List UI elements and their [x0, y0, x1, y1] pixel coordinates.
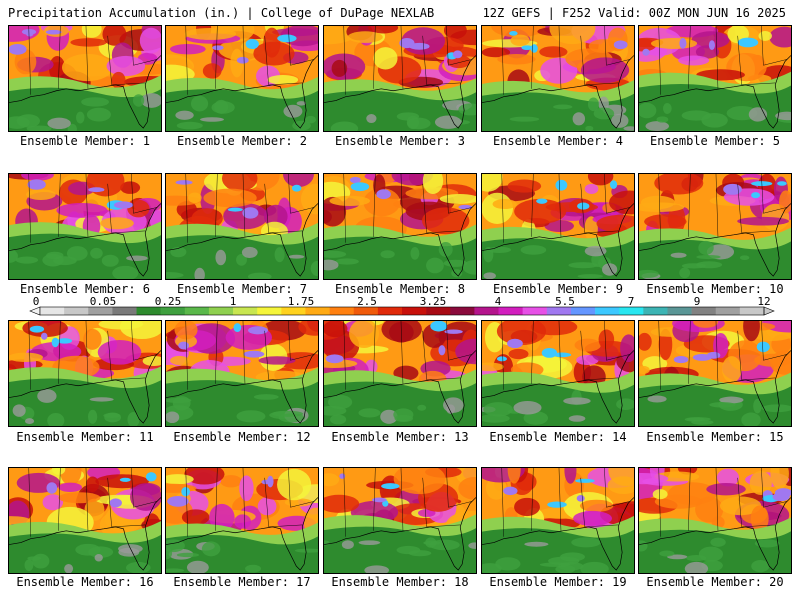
member-map-1 — [8, 25, 162, 132]
colorbar-swatch — [739, 307, 765, 315]
colorbar-min-arrow — [29, 306, 41, 316]
member-label-2: Ensemble Member: 2 — [176, 134, 308, 148]
member-map-2 — [165, 25, 319, 132]
colorbar-swatch — [40, 307, 65, 315]
colorbar-tick-label: 9 — [694, 296, 701, 308]
member-label-19: Ensemble Member: 19 — [489, 575, 627, 589]
colorbar-swatch — [136, 307, 161, 315]
colorbar-tick-label: 0.25 — [155, 296, 182, 308]
colorbar-swatch — [522, 307, 548, 315]
colorbar-tick-label: 2.5 — [357, 296, 377, 308]
member-map-18 — [323, 467, 477, 574]
colorbar-swatch — [691, 307, 717, 315]
member-label-13: Ensemble Member: 13 — [331, 430, 469, 444]
member-label-15: Ensemble Member: 15 — [646, 430, 784, 444]
member-label-14: Ensemble Member: 14 — [489, 430, 627, 444]
colorbar-tick-label: 12 — [757, 296, 770, 308]
colorbar-tick-label: 7 — [628, 296, 635, 308]
colorbar-swatch — [184, 307, 210, 315]
colorbar-swatch — [426, 307, 451, 315]
colorbar-tick-label: 4 — [495, 296, 502, 308]
colorbar-swatch — [643, 307, 668, 315]
member-label-5: Ensemble Member: 5 — [649, 134, 781, 148]
colorbar-swatch — [667, 307, 692, 315]
member-map-12 — [165, 320, 319, 427]
colorbar-swatch — [257, 307, 282, 315]
member-map-20 — [638, 467, 792, 574]
member-map-5 — [638, 25, 792, 132]
member-label-16: Ensemble Member: 16 — [16, 575, 154, 589]
member-label-18: Ensemble Member: 18 — [331, 575, 469, 589]
colorbar-swatch — [305, 307, 330, 315]
member-label-11: Ensemble Member: 11 — [16, 430, 154, 444]
colorbar-max-arrow — [763, 306, 775, 316]
colorbar-swatch — [474, 307, 499, 315]
member-label-9: Ensemble Member: 9 — [492, 282, 624, 296]
member-map-14 — [481, 320, 635, 427]
member-map-4 — [481, 25, 635, 132]
member-map-9 — [481, 173, 635, 280]
colorbar-swatch — [402, 307, 427, 315]
member-map-17 — [165, 467, 319, 574]
colorbar-swatch — [377, 307, 403, 315]
member-label-17: Ensemble Member: 17 — [173, 575, 311, 589]
colorbar-swatch — [619, 307, 644, 315]
colorbar-swatch — [450, 307, 475, 315]
member-label-3: Ensemble Member: 3 — [334, 134, 466, 148]
colorbar-swatch — [715, 307, 741, 315]
colorbar-swatch — [281, 307, 306, 315]
colorbar-tick-label: 1.75 — [288, 296, 315, 308]
member-map-16 — [8, 467, 162, 574]
colorbar-tick-label: 3.25 — [420, 296, 447, 308]
map-title: Precipitation Accumulation (in.) | Colle… — [8, 6, 435, 20]
colorbar-tick-label: 0 — [33, 296, 40, 308]
colorbar-swatch — [233, 307, 258, 315]
colorbar-swatch — [88, 307, 113, 315]
colorbar-swatch — [329, 307, 355, 315]
member-map-13 — [323, 320, 477, 427]
colorbar-swatch — [595, 307, 620, 315]
colorbar-tick-label: 5.5 — [555, 296, 575, 308]
precip-colorbar: 0 0.05 0.25 1 1.75 2.5 3.25 4 5.5 7 9 12 — [29, 296, 775, 316]
member-map-10 — [638, 173, 792, 280]
member-label-8: Ensemble Member: 8 — [334, 282, 466, 296]
member-map-15 — [638, 320, 792, 427]
member-map-19 — [481, 467, 635, 574]
colorbar-swatch — [208, 307, 234, 315]
member-label-12: Ensemble Member: 12 — [173, 430, 311, 444]
member-label-6: Ensemble Member: 6 — [19, 282, 151, 296]
member-label-4: Ensemble Member: 4 — [492, 134, 624, 148]
member-label-1: Ensemble Member: 1 — [19, 134, 151, 148]
colorbar-tick-label: 1 — [230, 296, 237, 308]
member-map-6 — [8, 173, 162, 280]
colorbar-swatch — [64, 307, 89, 315]
member-map-11 — [8, 320, 162, 427]
member-map-8 — [323, 173, 477, 280]
colorbar-swatch — [570, 307, 596, 315]
colorbar-swatch — [546, 307, 572, 315]
member-label-20: Ensemble Member: 20 — [646, 575, 784, 589]
colorbar-swatch — [498, 307, 523, 315]
member-label-10: Ensemble Member: 10 — [646, 282, 784, 296]
colorbar-swatch — [353, 307, 379, 315]
colorbar-swatch — [112, 307, 137, 315]
member-map-7 — [165, 173, 319, 280]
colorbar-tick-label: 0.05 — [90, 296, 117, 308]
member-map-3 — [323, 25, 477, 132]
member-label-7: Ensemble Member: 7 — [176, 282, 308, 296]
colorbar-swatch — [160, 307, 186, 315]
valid-time: 12Z GEFS | F252 Valid: 00Z MON JUN 16 20… — [482, 6, 786, 20]
